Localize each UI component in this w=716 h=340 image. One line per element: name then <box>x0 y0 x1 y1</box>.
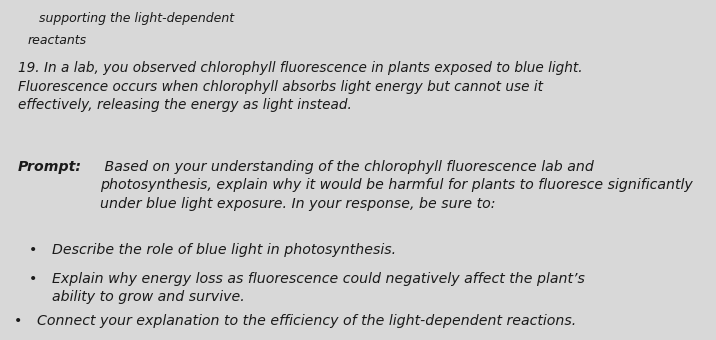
Text: Explain why energy loss as fluorescence could negatively affect the plant’s
abil: Explain why energy loss as fluorescence … <box>52 272 584 304</box>
Text: •: • <box>29 272 37 286</box>
Text: 19. In a lab, you observed chlorophyll fluorescence in plants exposed to blue li: 19. In a lab, you observed chlorophyll f… <box>18 61 583 112</box>
Text: Describe the role of blue light in photosynthesis.: Describe the role of blue light in photo… <box>52 243 396 257</box>
Text: Based on your understanding of the chlorophyll fluorescence lab and
photosynthes: Based on your understanding of the chlor… <box>100 160 693 210</box>
Text: •: • <box>14 314 23 328</box>
Text: Connect your explanation to the efficiency of the light-dependent reactions.: Connect your explanation to the efficien… <box>37 314 576 328</box>
Text: reactants: reactants <box>27 34 87 47</box>
Text: Prompt:: Prompt: <box>18 160 82 174</box>
Text: •: • <box>29 243 37 257</box>
Text: supporting the light-dependent: supporting the light-dependent <box>39 12 235 25</box>
